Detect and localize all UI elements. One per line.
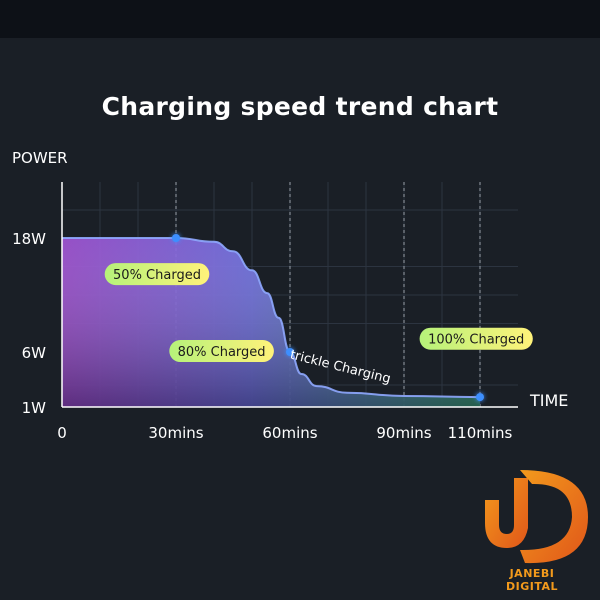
tick-labels: 1W 6W 18W 0 30mins 60mins 90mins 110mins POWER TI… <box>12 149 568 442</box>
charge-label: 80% Charged <box>178 345 266 360</box>
x-tick-label: 0 <box>57 424 67 442</box>
brand-name: JANEBI DIGITAL <box>505 567 559 593</box>
x-tick-label: 110mins <box>448 424 513 442</box>
y-tick-label: 18W <box>12 230 46 248</box>
y-tick-label: 6W <box>22 344 47 362</box>
charge-label: 50% Charged <box>113 268 201 283</box>
chart-title: Charging speed trend chart <box>101 92 499 121</box>
series-line <box>61 237 481 399</box>
data-marker <box>286 348 294 356</box>
charge-label-bg <box>419 327 533 350</box>
data-markers <box>172 234 484 402</box>
axes <box>61 182 518 408</box>
y-tick-label: 1W <box>22 399 47 417</box>
data-marker <box>476 393 484 402</box>
charge-label-bg <box>169 340 274 363</box>
x-tick-label: 30mins <box>148 424 203 442</box>
charge-label: 100% Charged <box>428 333 524 348</box>
charge-label-bg <box>104 263 210 286</box>
x-tick-label: 60mins <box>262 424 317 442</box>
data-marker <box>172 234 180 242</box>
x-axis-title: TIME <box>529 391 568 410</box>
y-axis-title: POWER <box>12 149 68 167</box>
x-tick-label: 90mins <box>376 424 431 442</box>
